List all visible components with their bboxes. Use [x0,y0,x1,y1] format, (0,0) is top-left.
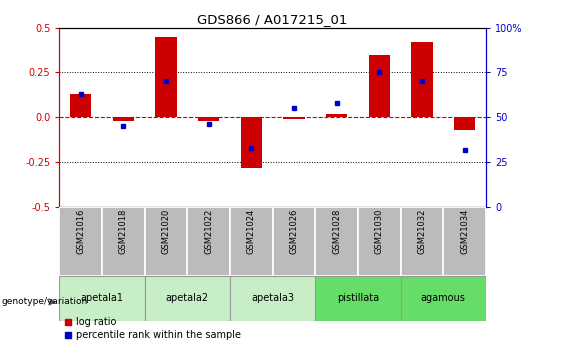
Bar [358,207,401,276]
Bar [326,114,347,117]
Bar [198,117,219,121]
Bar [188,207,230,276]
Text: GSM21022: GSM21022 [204,209,213,254]
Bar [230,276,315,321]
Bar [454,117,475,130]
Bar [315,276,401,321]
Bar [59,207,102,276]
Text: agamous: agamous [421,294,466,303]
Text: GSM21034: GSM21034 [460,209,469,255]
Text: GSM21028: GSM21028 [332,209,341,255]
Bar [401,207,443,276]
Bar [283,117,305,119]
Text: apetala3: apetala3 [251,294,294,303]
Bar [230,207,272,276]
Text: apetala2: apetala2 [166,294,209,303]
Bar [411,42,433,117]
Bar [273,207,315,276]
Bar [443,207,486,276]
Text: GSM21026: GSM21026 [289,209,298,255]
Text: GSM21030: GSM21030 [375,209,384,255]
Text: GSM21024: GSM21024 [247,209,256,254]
Text: genotype/variation: genotype/variation [1,297,88,306]
Bar [401,276,486,321]
Text: GSM21020: GSM21020 [162,209,171,254]
Bar [315,207,358,276]
Bar [59,276,145,321]
Text: pistillata: pistillata [337,294,379,303]
Bar [70,94,92,117]
Legend: log ratio, percentile rank within the sample: log ratio, percentile rank within the sa… [64,317,241,340]
Bar [155,37,177,117]
Bar [145,276,230,321]
Bar [368,55,390,117]
Bar [112,117,134,121]
Title: GDS866 / A017215_01: GDS866 / A017215_01 [197,13,348,27]
Bar [102,207,145,276]
Text: GSM21016: GSM21016 [76,209,85,255]
Text: apetala1: apetala1 [80,294,124,303]
Text: GSM21018: GSM21018 [119,209,128,255]
Text: GSM21032: GSM21032 [418,209,427,255]
Bar [145,207,187,276]
Bar [241,117,262,168]
